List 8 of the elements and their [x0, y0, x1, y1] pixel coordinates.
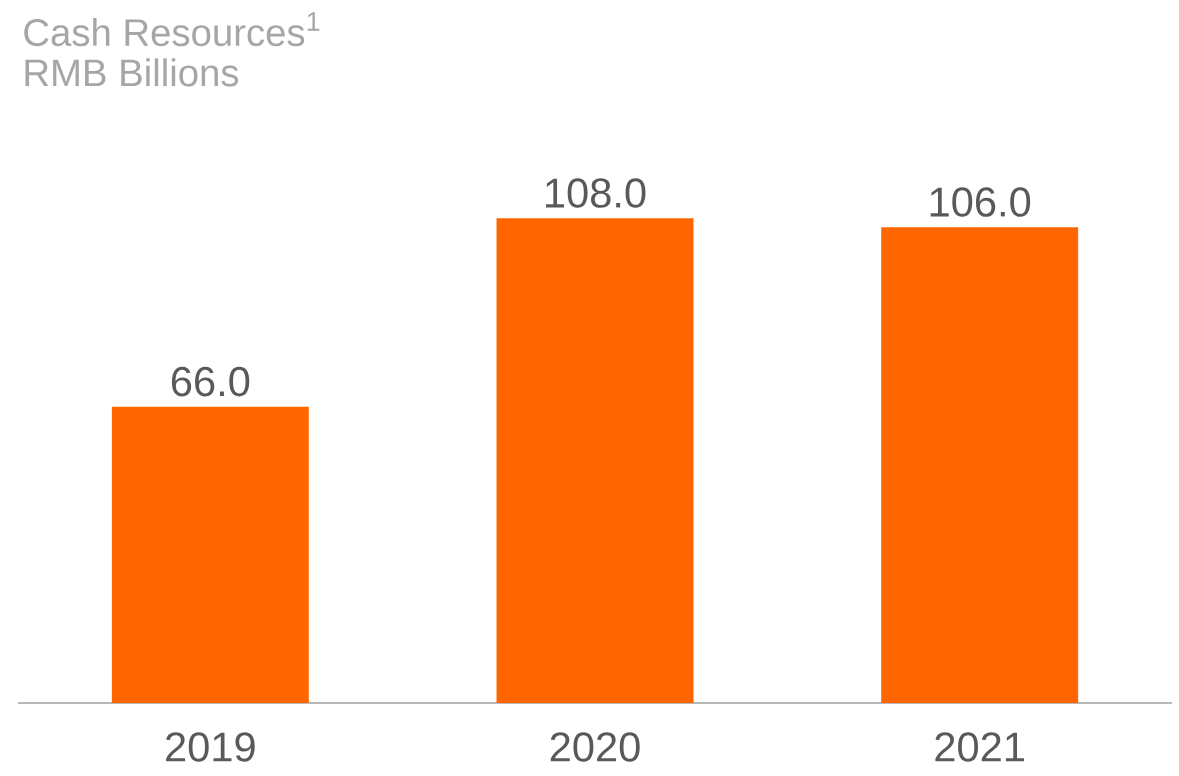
x-tick-label: 2020 [550, 732, 640, 762]
x-tick-label: 2019 [166, 732, 255, 762]
data-label: 106.0 [930, 187, 1031, 217]
x-tick-label: 2021 [935, 732, 1024, 762]
chart-title: Cash Resources$^{1}$ [24, 12, 320, 47]
chart-subtitle: RMB Billions [25, 58, 239, 87]
data-label: 66.0 [171, 366, 250, 397]
data-label: 108.0 [546, 178, 646, 208]
